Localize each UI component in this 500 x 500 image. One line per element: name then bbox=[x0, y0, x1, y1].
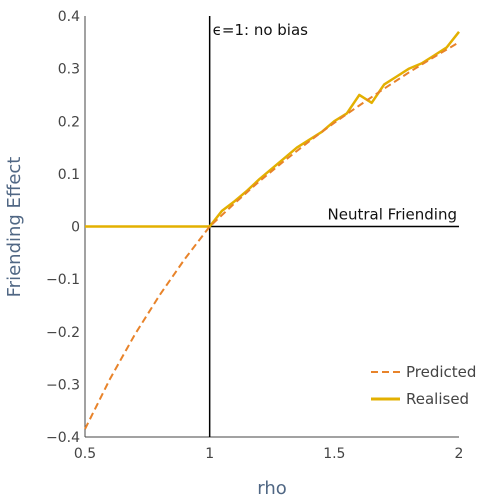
series-lines bbox=[84, 31, 460, 430]
series-realised bbox=[85, 31, 460, 228]
neutral-friending-label: Neutral Friending bbox=[328, 206, 457, 224]
x-tick-label: 1 bbox=[205, 446, 214, 462]
y-tick-label: 0.4 bbox=[58, 9, 80, 25]
y-tick-label: 0.3 bbox=[58, 62, 80, 78]
y-tick-label: 0.2 bbox=[58, 114, 80, 130]
legend[interactable]: Predicted Realised bbox=[371, 363, 476, 408]
x-tick-label: 0.5 bbox=[74, 446, 96, 462]
x-axis-title: rho bbox=[257, 478, 287, 499]
legend-label: Realised bbox=[406, 390, 469, 408]
series-predicted bbox=[84, 41, 460, 430]
y-tick-label: −0.4 bbox=[46, 430, 80, 446]
no-bias-label: ϵ=1: no bias bbox=[213, 21, 308, 39]
y-axis-title: Friending Effect bbox=[4, 157, 25, 298]
legend-item-predicted[interactable]: Predicted bbox=[371, 363, 476, 381]
tick-labels: 0.5 1 1.5 2 0.4 0.3 0.2 0.1 0 −0.1 −0.2 −0.3 −0.4 bbox=[46, 9, 463, 462]
legend-item-realised[interactable]: Realised bbox=[371, 390, 469, 408]
x-tick-label: 2 bbox=[455, 446, 464, 462]
y-tick-label: 0.1 bbox=[58, 167, 80, 183]
y-tick-label: −0.1 bbox=[46, 272, 80, 288]
legend-label: Predicted bbox=[406, 363, 476, 381]
y-tick-label: −0.2 bbox=[46, 325, 80, 341]
y-tick-label: 0 bbox=[71, 220, 80, 236]
y-tick-label: −0.3 bbox=[46, 377, 80, 393]
x-tick-label: 1.5 bbox=[323, 446, 345, 462]
